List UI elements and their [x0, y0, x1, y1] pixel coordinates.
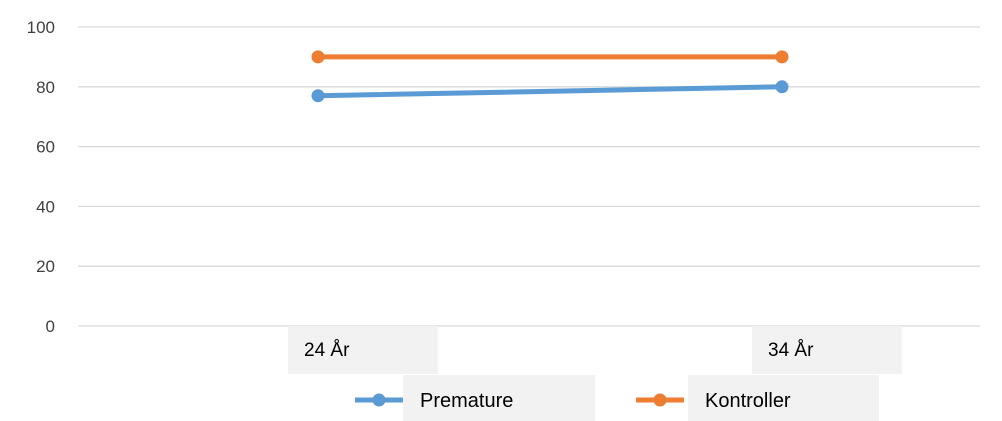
legend: Premature Kontroller [355, 375, 879, 421]
data-point-kontroller [311, 50, 325, 64]
legend-label-box [403, 375, 595, 421]
data-point-premature [311, 89, 325, 103]
category-label-box [288, 326, 438, 374]
legend-label: Kontroller [705, 390, 791, 412]
x-tick-label: 34 År [768, 340, 814, 361]
legend-item-premature: Premature [355, 375, 595, 421]
x-tick-label: 24 År [304, 340, 350, 361]
gridlines [78, 26, 980, 327]
legend-item-kontroller: Kontroller [636, 375, 879, 421]
legend-marker-premature [372, 393, 386, 407]
data-point-kontroller [775, 50, 789, 64]
data-point-premature [775, 80, 789, 94]
y-tick-label: 0 [46, 317, 55, 336]
legend-marker-kontroller [653, 393, 667, 407]
y-tick-label: 80 [36, 78, 55, 97]
y-tick-label: 60 [36, 138, 55, 157]
y-axis-ticks: 0 20 40 60 80 100 [27, 18, 55, 336]
series-line-premature [315, 84, 785, 99]
legend-label-box [688, 375, 879, 421]
series-lines [311, 50, 789, 103]
y-tick-label: 100 [27, 18, 55, 37]
category-label-box [752, 326, 902, 374]
y-tick-label: 20 [36, 257, 55, 276]
y-tick-label: 40 [36, 197, 55, 216]
category-labels: 24 År 34 År [288, 326, 902, 374]
legend-label: Premature [420, 390, 513, 412]
